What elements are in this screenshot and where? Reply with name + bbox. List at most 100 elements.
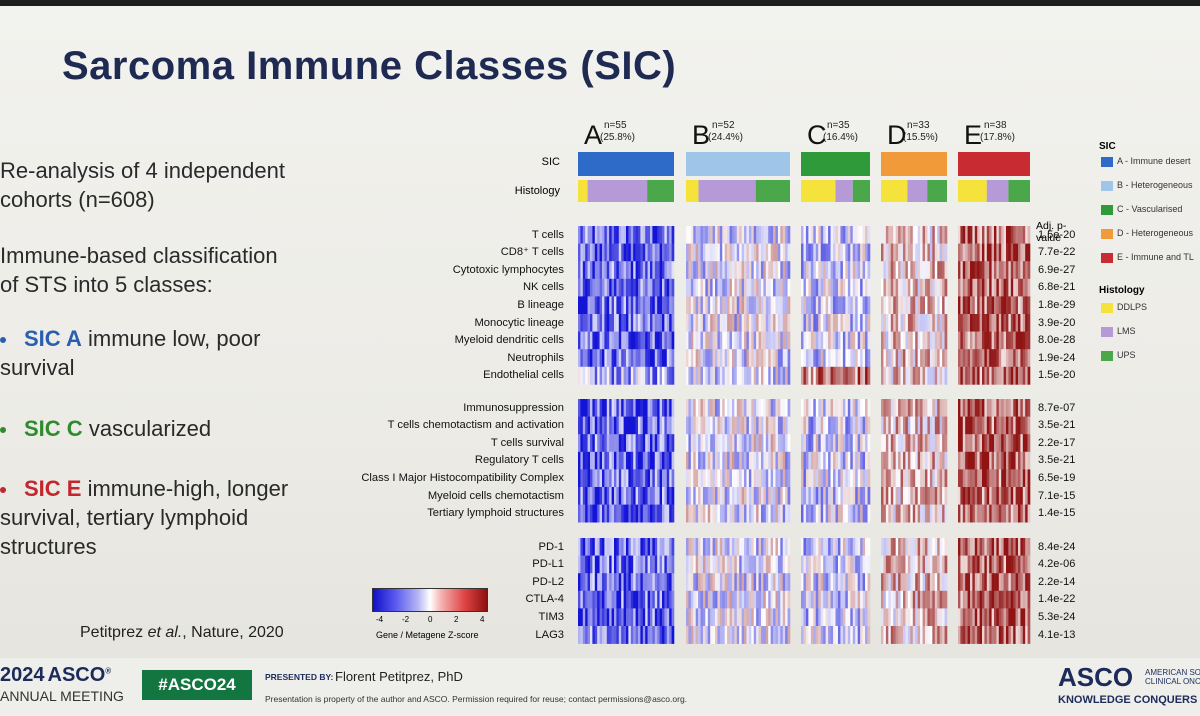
heatmap-cell: [731, 349, 735, 368]
heatmap-cell: [815, 261, 819, 280]
heatmap-cell: [1013, 573, 1016, 592]
heatmap-cell: [865, 278, 868, 297]
heatmap-cell: [744, 261, 747, 280]
heatmap-cell: [929, 555, 933, 574]
heatmap-cell: [777, 416, 781, 435]
heatmap-cell: [860, 261, 863, 280]
heatmap-cell: [580, 504, 584, 523]
heatmap-cell: [972, 487, 976, 505]
heatmap-cell: [741, 243, 745, 262]
heatmap-cell: [1001, 349, 1004, 368]
heatmap-cell: [855, 434, 858, 453]
heatmap-cell: [599, 243, 603, 262]
heatmap-cell: [739, 504, 742, 523]
heatmap-cell: [578, 366, 581, 385]
heatmap-cell: [989, 399, 992, 417]
heatmap-cell: [842, 626, 846, 644]
heatmap-cell: [657, 416, 660, 435]
heatmap-cell: [599, 366, 603, 385]
heatmap-cell: [587, 278, 591, 297]
heatmap-cell: [664, 608, 668, 627]
heatmap-cell: [803, 504, 807, 523]
heatmap-cell: [934, 399, 938, 417]
heatmap-cell: [1015, 349, 1019, 368]
heatmap-cell: [888, 469, 892, 488]
heatmap-cell: [775, 278, 779, 297]
heatmap-cell: [837, 434, 841, 453]
heatmap-cell: [842, 416, 846, 435]
heatmap-cell: [823, 314, 826, 332]
heatmap-cell: [944, 487, 948, 505]
heatmap-cell: [640, 555, 644, 574]
class-count: n=35: [827, 120, 850, 131]
heatmap-cell: [982, 434, 985, 453]
heatmap-cell: [803, 487, 807, 505]
heatmap-cell: [780, 504, 784, 523]
heatmap-cell: [977, 416, 980, 435]
heatmap-cell: [746, 590, 750, 609]
heatmap-cell: [688, 278, 692, 297]
heatmap-cell: [862, 296, 866, 315]
heatmap-cell: [768, 399, 771, 417]
heatmap-cell: [724, 487, 728, 505]
heatmap-cell: [621, 243, 624, 262]
heatmap-cell: [662, 608, 665, 627]
class-letter: A: [584, 120, 603, 150]
heatmap-cell: [920, 331, 923, 350]
heatmap-cell: [925, 487, 928, 505]
row-label: Cytotoxic lymphocytes: [452, 263, 564, 276]
heatmap-cell: [860, 226, 863, 244]
legend-histology-title: Histology: [1099, 285, 1145, 296]
heatmap-cell: [763, 314, 767, 332]
heatmap-cell: [633, 573, 636, 592]
heatmap-cell: [860, 608, 863, 627]
heatmap-cell: [700, 573, 704, 592]
heatmap-cell: [857, 626, 861, 644]
heatmap-cell: [787, 399, 791, 417]
heatmap-cell: [1013, 555, 1016, 574]
heatmap-cell: [777, 451, 781, 470]
heatmap-cell: [939, 399, 943, 417]
heatmap-cell: [760, 504, 764, 523]
heatmap-cell: [647, 573, 651, 592]
heatmap-cell: [942, 538, 945, 556]
heatmap-cell: [915, 278, 918, 297]
heatmap-cell: [808, 226, 812, 244]
heatmap-cell: [960, 399, 964, 417]
heatmap-cell: [972, 243, 976, 262]
heatmap-cell: [907, 504, 911, 523]
heatmap-cell: [707, 349, 711, 368]
bullet-item: SIC E immune-high, longer survival, terti…: [0, 474, 340, 561]
heatmap-cell: [654, 538, 658, 556]
heatmap-cell: [865, 434, 868, 453]
heatmap-cell: [594, 314, 598, 332]
heatmap-cell: [710, 349, 713, 368]
heatmap-cell: [688, 487, 692, 505]
heatmap-cell: [828, 243, 831, 262]
heatmap-cell: [927, 226, 931, 244]
heatmap-cell: [855, 399, 858, 417]
heatmap-cell: [890, 416, 894, 435]
bullet-dot-icon: [0, 487, 6, 494]
slide-title: Sarcoma Immune Classes (SIC): [62, 44, 677, 88]
heatmap-cell: [960, 416, 964, 435]
heatmap-cell: [727, 451, 730, 470]
heatmap-cell: [763, 278, 767, 297]
heatmap-cell: [712, 243, 716, 262]
heatmap-cell: [972, 626, 976, 644]
heatmap-cell: [805, 434, 809, 453]
heatmap-cell: [1006, 278, 1009, 297]
heatmap-cell: [942, 590, 945, 609]
heatmap-cell: [729, 314, 733, 332]
heatmap-cell: [815, 399, 819, 417]
heatmap-cell: [582, 434, 586, 453]
heatmap-cell: [635, 314, 639, 332]
heatmap-cell: [756, 399, 759, 417]
heatmap-cell: [907, 434, 911, 453]
heatmap-cell: [813, 626, 817, 644]
heatmap-cell: [626, 434, 629, 453]
heatmap-cell: [922, 226, 926, 244]
heatmap-cell: [865, 590, 868, 609]
heatmap-cell: [688, 608, 692, 627]
heatmap-cell: [717, 349, 721, 368]
